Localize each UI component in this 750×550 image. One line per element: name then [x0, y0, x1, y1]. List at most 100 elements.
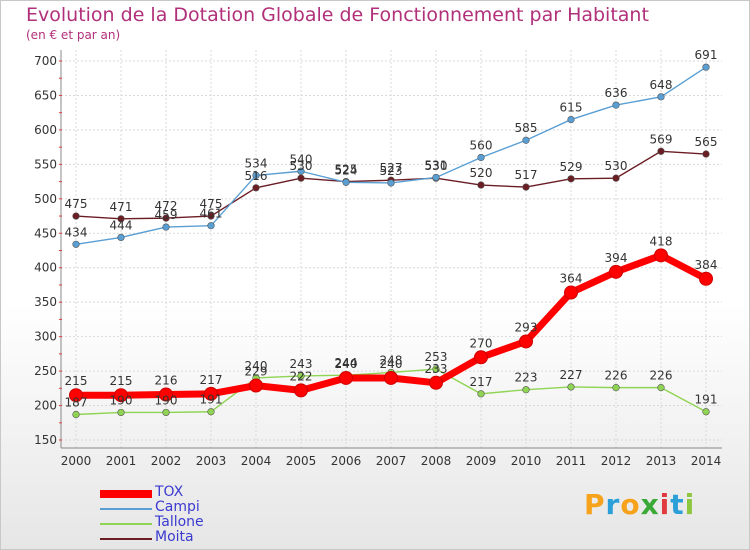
series-group — [69, 63, 713, 419]
data-point — [117, 215, 125, 223]
data-point — [162, 408, 170, 417]
y-tick-label: 350 — [34, 295, 57, 309]
data-label: 243 — [290, 357, 313, 371]
data-point — [567, 175, 575, 183]
data-label: 434 — [65, 225, 88, 239]
y-tick-label: 450 — [34, 226, 57, 240]
data-point — [384, 370, 398, 385]
data-label: 531 — [425, 158, 448, 172]
data-label: 560 — [470, 138, 493, 152]
x-tick-label: 2005 — [286, 454, 317, 468]
data-label: 229 — [245, 365, 268, 379]
x-tick-label: 2004 — [241, 454, 272, 468]
data-point — [432, 365, 440, 373]
data-label: 293 — [515, 320, 538, 334]
data-point — [702, 408, 710, 416]
data-point — [252, 184, 260, 192]
y-tick-label: 500 — [34, 192, 57, 206]
data-label: 529 — [560, 160, 583, 174]
data-label: 215 — [110, 374, 133, 388]
data-point — [249, 378, 263, 393]
data-point — [69, 388, 83, 403]
data-label: 585 — [515, 121, 538, 135]
data-label: 233 — [425, 362, 448, 376]
data-label: 222 — [290, 369, 313, 383]
data-point — [519, 334, 533, 349]
data-label: 475 — [200, 197, 223, 211]
data-label: 472 — [155, 199, 178, 213]
y-tick-label: 300 — [34, 330, 57, 344]
data-label: 648 — [650, 78, 673, 92]
data-point — [297, 372, 305, 380]
y-tick-label: 550 — [34, 157, 57, 171]
data-point — [159, 387, 173, 402]
data-label: 459 — [155, 208, 178, 222]
x-tick-label: 2008 — [421, 454, 452, 468]
data-label: 190 — [110, 393, 133, 407]
data-point — [72, 212, 80, 220]
proxiti-logo: Proxiti — [584, 488, 696, 521]
data-label: 216 — [155, 374, 178, 388]
data-label: 215 — [65, 374, 88, 388]
data-label: 534 — [245, 156, 268, 170]
data-point — [207, 212, 215, 220]
data-label: 418 — [650, 234, 673, 248]
data-point — [612, 174, 620, 182]
data-label: 530 — [425, 159, 448, 173]
data-point — [477, 390, 485, 398]
x-tick-label: 2014 — [691, 454, 722, 468]
data-label: 191 — [695, 393, 718, 407]
data-label: 565 — [695, 135, 718, 149]
legend-label: Tallone — [155, 514, 204, 530]
data-label: 475 — [65, 197, 88, 211]
y-tick-label: 600 — [34, 123, 57, 137]
data-label: 240 — [380, 357, 403, 371]
y-tick-label: 250 — [34, 364, 57, 378]
legend-label: TOX — [155, 484, 184, 500]
data-point — [564, 285, 578, 300]
data-point — [657, 384, 665, 392]
data-point — [297, 167, 305, 175]
legend-label: Campi — [155, 499, 200, 515]
data-point — [567, 115, 575, 124]
data-point — [609, 264, 623, 279]
data-point — [477, 181, 485, 189]
data-label: 527 — [380, 161, 403, 175]
data-point — [477, 153, 485, 162]
data-point — [522, 183, 530, 191]
data-point — [432, 173, 440, 182]
data-label: 540 — [290, 152, 313, 166]
data-point — [117, 233, 125, 242]
y-tick-label: 150 — [34, 433, 57, 447]
data-point — [657, 93, 665, 101]
data-point — [522, 136, 530, 144]
legend-label: Moita — [155, 529, 194, 545]
data-label: 190 — [155, 393, 178, 407]
data-label: 517 — [515, 168, 538, 182]
data-point — [114, 388, 128, 403]
data-point — [702, 150, 710, 158]
data-point — [252, 171, 260, 179]
data-label: 530 — [605, 159, 628, 173]
x-tick-label: 2001 — [106, 454, 137, 468]
data-label: 530 — [290, 159, 313, 173]
x-tick-label: 2002 — [151, 454, 182, 468]
data-label: 525 — [335, 163, 358, 177]
data-point — [204, 386, 218, 401]
x-tick-label: 2000 — [61, 454, 92, 468]
data-label: 226 — [605, 369, 628, 383]
data-point — [522, 386, 530, 394]
data-point — [657, 147, 665, 155]
data-label: 244 — [335, 356, 358, 370]
x-tick-label: 2012 — [601, 454, 632, 468]
legend-swatch — [100, 523, 152, 525]
data-label: 191 — [200, 393, 223, 407]
chart-title: Evolution de la Dotation Globale de Fonc… — [26, 4, 649, 26]
data-point — [654, 248, 668, 263]
data-point — [342, 178, 350, 186]
x-tick-label: 2007 — [376, 454, 407, 468]
data-label: 364 — [560, 272, 583, 286]
